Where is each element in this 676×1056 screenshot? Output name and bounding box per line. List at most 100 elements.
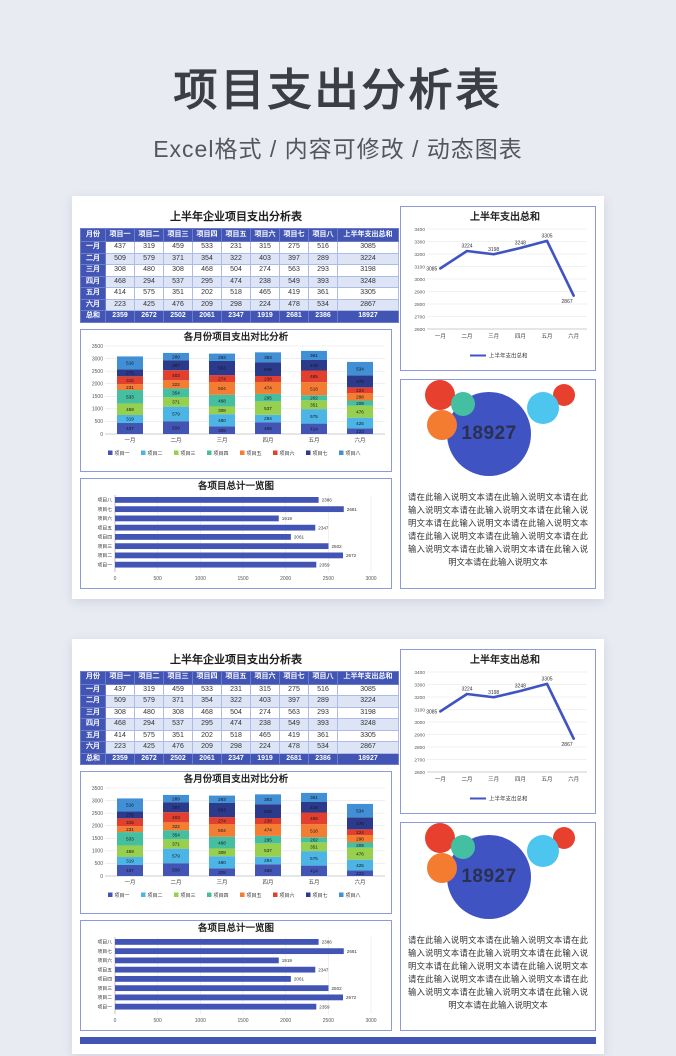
svg-text:403: 403 bbox=[172, 372, 180, 377]
svg-text:575: 575 bbox=[310, 856, 318, 861]
svg-text:289: 289 bbox=[172, 354, 180, 359]
expense-table: 月份 项目一 项目二 项目三 项目四 项目五 项目六 项目七 项目八 上半年支出总和 一月 437 3… bbox=[80, 670, 399, 766]
table-row: 四月 468 294 537 295 474 238 549 393 3248 bbox=[80, 275, 399, 288]
line-chart: 上半年支出总和 2600 2700 2800 2900 3000 3100 3200 3300 3… bbox=[414, 653, 587, 802]
table-total-row: 总和 2359 2672 2502 2061 2347 1919 2681 2386 18927 bbox=[80, 752, 399, 765]
svg-text:一月: 一月 bbox=[124, 437, 135, 444]
svg-text:项目二: 项目二 bbox=[148, 451, 163, 457]
bubble-total-value: 18927 bbox=[447, 834, 531, 919]
svg-text:项目五: 项目五 bbox=[247, 451, 262, 457]
svg-text:项目三: 项目三 bbox=[98, 543, 113, 549]
svg-text:509: 509 bbox=[172, 425, 180, 430]
column-header: 项目四 bbox=[192, 228, 222, 242]
table-total-row: 总和 2359 2672 2502 2061 2347 1919 2681 2386 18927 bbox=[80, 310, 399, 323]
column-header: 项目八 bbox=[308, 228, 338, 242]
svg-text:504: 504 bbox=[218, 828, 226, 833]
svg-text:项目四: 项目四 bbox=[98, 977, 113, 983]
bubble-satellite bbox=[527, 834, 559, 867]
svg-text:2359: 2359 bbox=[319, 1004, 330, 1009]
svg-text:2600: 2600 bbox=[414, 327, 425, 333]
svg-text:3000: 3000 bbox=[92, 798, 103, 804]
svg-text:3085: 3085 bbox=[426, 709, 437, 715]
svg-text:474: 474 bbox=[264, 385, 272, 390]
svg-text:项目六: 项目六 bbox=[280, 450, 295, 457]
svg-text:468: 468 bbox=[264, 868, 272, 873]
svg-text:项目七: 项目七 bbox=[98, 948, 113, 955]
svg-text:上半年支出总和: 上半年支出总和 bbox=[489, 794, 528, 802]
svg-text:四月: 四月 bbox=[262, 437, 273, 444]
svg-text:各项目总计一览图: 各项目总计一览图 bbox=[197, 480, 274, 492]
svg-text:238: 238 bbox=[264, 819, 272, 824]
svg-text:2867: 2867 bbox=[562, 742, 573, 748]
svg-text:293: 293 bbox=[218, 797, 226, 802]
table-row: 五月 414 575 351 202 518 465 419 361 3305 bbox=[80, 729, 399, 742]
table-row: 二月 509 579 371 354 322 403 397 289 3224 bbox=[80, 695, 399, 708]
svg-text:上半年支出总和: 上半年支出总和 bbox=[489, 352, 528, 360]
svg-text:五月: 五月 bbox=[541, 333, 552, 340]
table-row: 六月 223 425 476 209 298 224 478 534 2867 bbox=[80, 741, 399, 754]
svg-text:3085: 3085 bbox=[426, 266, 437, 272]
page-subtitle: Excel格式 / 内容可修改 / 动态图表 bbox=[153, 136, 523, 162]
svg-text:361: 361 bbox=[310, 795, 318, 800]
line-chart: 上半年支出总和 2600 2700 2800 2900 3000 3100 3200 3300 3… bbox=[414, 210, 587, 360]
column-header: 项目六 bbox=[250, 228, 280, 242]
svg-text:298: 298 bbox=[356, 836, 364, 841]
svg-text:2800: 2800 bbox=[414, 302, 425, 308]
table-row: 五月 414 575 351 202 518 465 419 361 3305 bbox=[80, 287, 399, 300]
svg-text:563: 563 bbox=[218, 808, 226, 813]
svg-text:三月: 三月 bbox=[216, 879, 227, 886]
svg-text:五月: 五月 bbox=[541, 776, 552, 783]
svg-text:393: 393 bbox=[264, 797, 272, 802]
svg-text:各项目总计一览图: 各项目总计一览图 bbox=[197, 922, 274, 934]
svg-text:2800: 2800 bbox=[414, 744, 425, 750]
svg-text:2681: 2681 bbox=[347, 506, 358, 511]
hbar-chart: 各项目总计一览图 0 500 1000 1500 2000 2500 3000 项目八 2386 项… bbox=[98, 922, 377, 1024]
svg-text:项目七: 项目七 bbox=[313, 892, 328, 899]
svg-text:项目二: 项目二 bbox=[98, 553, 113, 559]
sheet-bottom-bar bbox=[80, 1037, 596, 1044]
expense-table: 月份 项目一 项目二 项目三 项目四 项目五 项目六 项目七 项目八 上半年支出总和 一月 437 3… bbox=[80, 228, 399, 323]
svg-text:0: 0 bbox=[114, 576, 117, 582]
svg-text:518: 518 bbox=[310, 386, 318, 391]
svg-text:3000: 3000 bbox=[365, 576, 376, 582]
svg-text:209: 209 bbox=[356, 843, 364, 848]
svg-text:3300: 3300 bbox=[414, 239, 425, 245]
table-row: 三月 308 480 308 468 504 274 563 293 3198 bbox=[80, 706, 399, 719]
table-title: 上半年企业项目支出分析表 bbox=[170, 653, 302, 666]
svg-text:2502: 2502 bbox=[332, 986, 343, 991]
bubble-satellite bbox=[553, 384, 575, 406]
svg-text:一月: 一月 bbox=[124, 879, 135, 886]
expense-table-body: 一月 437 319 459 533 231 315 275 516 3085 二月 509 579 37… bbox=[80, 241, 399, 323]
table-row: 六月 223 425 476 209 298 224 478 534 2867 bbox=[80, 298, 399, 311]
svg-text:2347: 2347 bbox=[318, 967, 329, 972]
svg-text:289: 289 bbox=[172, 796, 180, 801]
svg-text:274: 274 bbox=[218, 818, 226, 823]
hbar-chart-box: 各项目总计一览图 0 500 1000 1500 2000 2500 3000 项目八 2386 项… bbox=[80, 920, 392, 1031]
infographic-box: 18927 请在此输入说明文本请在此输入说明文本请在此输入说明文本请在此输入说明… bbox=[400, 821, 596, 1031]
svg-text:319: 319 bbox=[126, 859, 134, 864]
svg-text:224: 224 bbox=[356, 387, 364, 392]
svg-text:425: 425 bbox=[356, 420, 364, 425]
svg-text:2359: 2359 bbox=[319, 562, 330, 567]
column-header: 上半年支出总和 bbox=[337, 670, 399, 685]
svg-text:3500: 3500 bbox=[92, 786, 103, 792]
sheet-left-column: 上半年企业项目支出分析表 月份 项目一 项目二 项目三 项目四 项目五 项目六 项目七 项目八上… bbox=[80, 649, 399, 1031]
svg-text:308: 308 bbox=[218, 408, 226, 413]
svg-text:319: 319 bbox=[126, 416, 134, 421]
svg-text:3000: 3000 bbox=[92, 356, 103, 362]
sheet-right-column: 上半年支出总和 2600 2700 2800 2900 3000 3100 3200 3300 3… bbox=[400, 648, 596, 1031]
description-text: 请在此输入说明文本请在此输入说明文本请在此输入说明文本请在此输入说明文本请在此输… bbox=[408, 492, 588, 568]
svg-text:322: 322 bbox=[172, 382, 180, 387]
svg-text:上半年支出总和: 上半年支出总和 bbox=[470, 210, 540, 223]
svg-text:371: 371 bbox=[172, 399, 180, 404]
svg-text:351: 351 bbox=[310, 844, 318, 849]
svg-text:2000: 2000 bbox=[92, 381, 103, 387]
svg-text:534: 534 bbox=[356, 366, 364, 371]
expense-table-head: 月份 项目一 项目二 项目三 项目四 项目五 项目六 项目七 项目八 上半年支出总和 bbox=[80, 670, 399, 685]
svg-text:476: 476 bbox=[356, 409, 364, 414]
svg-text:项目一: 项目一 bbox=[98, 1004, 113, 1010]
expense-table-head: 月份 项目一 项目二 项目三 项目四 项目五 项目六 项目七 项目八 上半年支出总和 bbox=[80, 228, 399, 242]
dashboard-sheet-card: 上半年企业项目支出分析表 月份 项目一 项目二 项目三 项目四 项目五 项目六 项目七 项目八上… bbox=[72, 196, 604, 599]
svg-text:298: 298 bbox=[356, 394, 364, 399]
svg-text:2500: 2500 bbox=[92, 368, 103, 374]
